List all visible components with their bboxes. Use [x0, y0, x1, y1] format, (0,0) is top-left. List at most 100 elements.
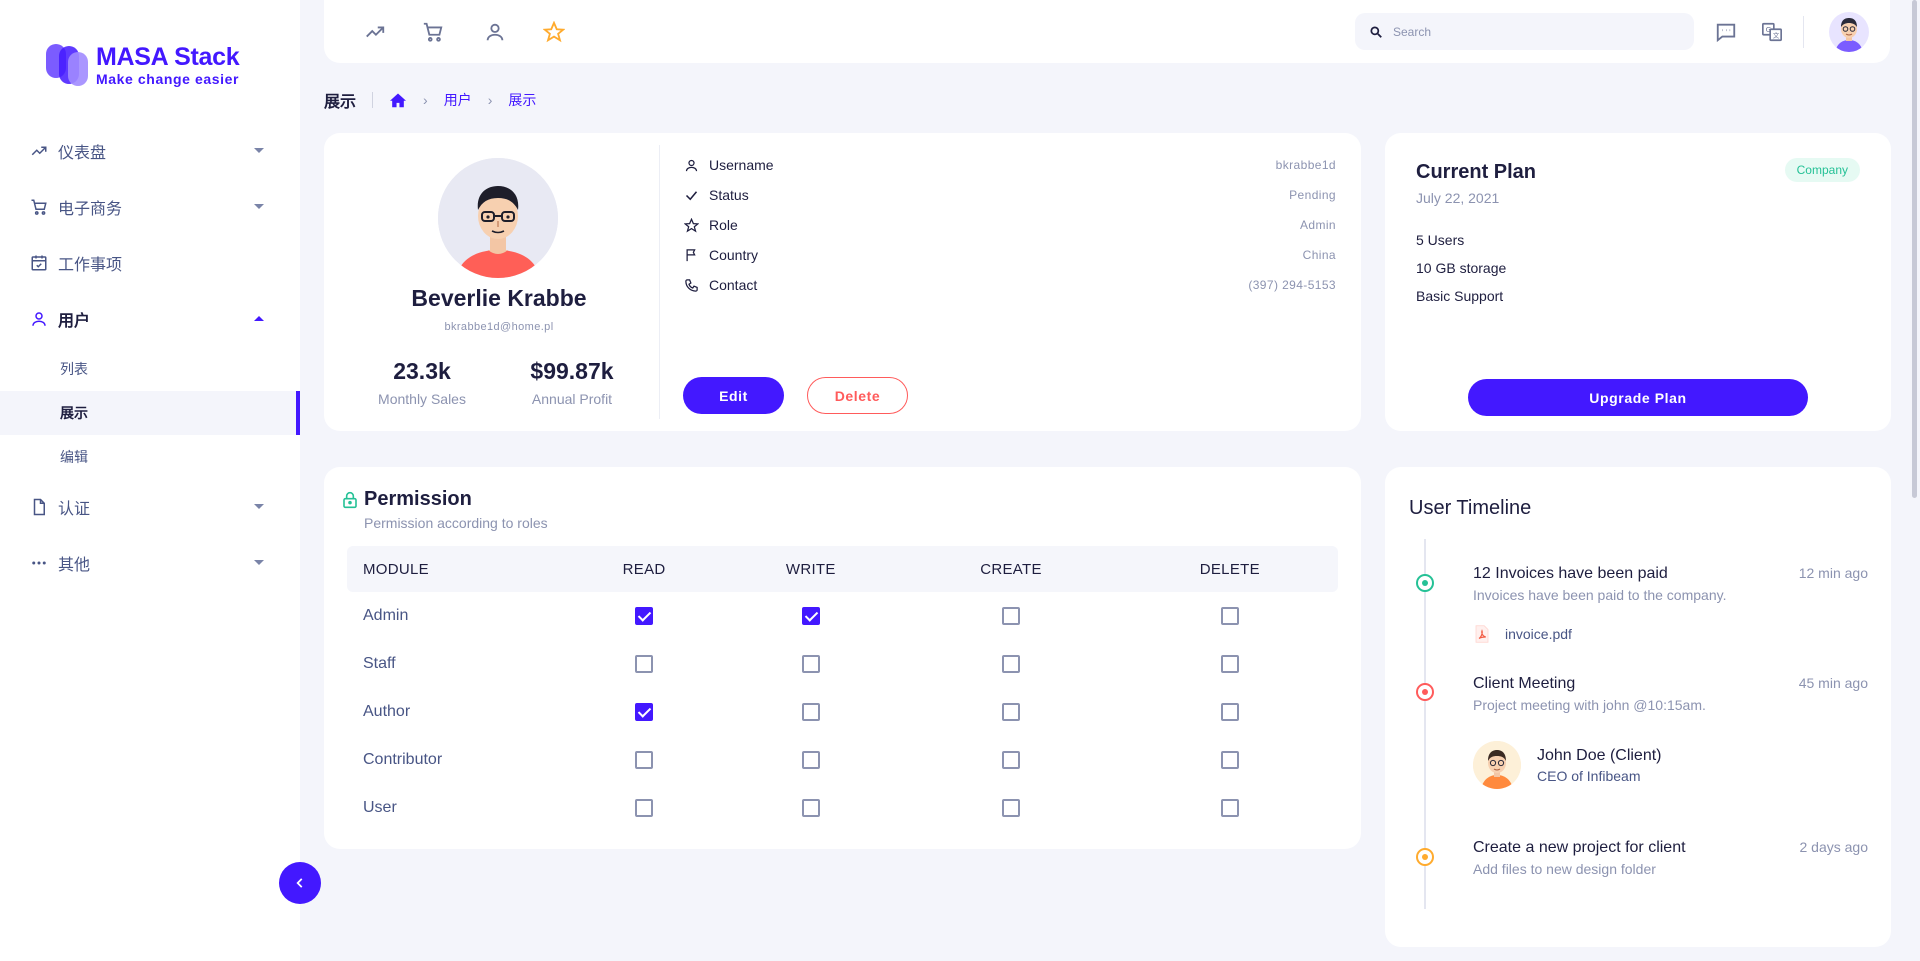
breadcrumb-item-current[interactable]: 展示: [508, 92, 537, 108]
page-title: 展示: [324, 94, 357, 111]
search-icon: [1370, 25, 1382, 38]
sidebar-subitem-list[interactable]: 列表: [60, 361, 88, 377]
permission-create-checkbox[interactable]: [1002, 798, 1020, 817]
sidebar-item-label: 电子商务: [58, 201, 123, 218]
sidebar-subitem-view[interactable]: 展示: [0, 391, 300, 435]
sidebar-item-auth[interactable]: 认证: [0, 479, 300, 535]
permission-cell: [721, 640, 900, 688]
profile-avatar-image: [438, 158, 558, 278]
permission-create-checkbox[interactable]: [1002, 702, 1020, 721]
permission-cell: [567, 736, 721, 784]
client-card: John Doe (Client) CEO of Infibeam: [1473, 741, 1662, 789]
caret-down-icon: [254, 148, 264, 153]
masa-logo-icon: [46, 44, 88, 86]
sidebar-item-label: 其他: [58, 557, 91, 574]
sidebar-collapse-button[interactable]: [279, 862, 321, 904]
permission-cell: [721, 688, 900, 736]
client-role: CEO of Infibeam: [1537, 767, 1641, 784]
attachment-name: invoice.pdf: [1505, 626, 1572, 642]
detail-label: Role: [709, 217, 738, 233]
permission-delete-checkbox[interactable]: [1220, 606, 1239, 625]
cart-icon[interactable]: [422, 21, 444, 43]
timeline-event-subtitle: Invoices have been paid to the company.: [1473, 587, 1727, 603]
sidebar-item-others[interactable]: 其他: [0, 535, 300, 591]
permission-cell: [1122, 640, 1338, 688]
permission-write-checkbox[interactable]: [801, 750, 820, 769]
calendar-check-icon: [31, 255, 47, 271]
caret-down-icon: [254, 204, 264, 209]
permission-delete-checkbox[interactable]: [1220, 750, 1239, 769]
sidebar-subitem-edit[interactable]: 编辑: [60, 449, 88, 465]
edit-button[interactable]: Edit: [683, 377, 784, 414]
attachment-link[interactable]: invoice.pdf: [1473, 624, 1572, 644]
stat-monthly-sales: 23.3k Monthly Sales: [352, 358, 492, 407]
permission-cell: [1122, 592, 1338, 640]
caret-down-icon: [254, 560, 264, 565]
sidebar-item-tasks[interactable]: 工作事项: [0, 235, 300, 291]
phone-icon: [685, 278, 698, 292]
chevron-right-icon: ›: [423, 92, 428, 108]
permission-create-checkbox[interactable]: [1002, 654, 1020, 673]
trending-up-icon: [31, 146, 47, 156]
page-scrollbar[interactable]: [1912, 0, 1917, 498]
search-input[interactable]: [1393, 24, 1673, 39]
sidebar-item-label: 用户: [58, 313, 91, 330]
sidebar-item-users[interactable]: 用户: [0, 291, 300, 347]
upgrade-plan-button[interactable]: Upgrade Plan: [1468, 379, 1808, 416]
star-icon[interactable]: [543, 21, 565, 43]
permission-delete-checkbox[interactable]: [1220, 702, 1239, 721]
profile-name: Beverlie Krabbe: [411, 285, 587, 311]
user-icon: [685, 159, 698, 171]
permission-read-checkbox[interactable]: [635, 702, 654, 721]
trending-up-icon[interactable]: [364, 21, 386, 43]
permission-cell: [567, 688, 721, 736]
permission-cell: [900, 784, 1121, 832]
topbar-divider: [1803, 16, 1804, 48]
timeline-dot: [1416, 683, 1434, 701]
permission-cell: [900, 640, 1121, 688]
module-name: Author: [363, 703, 411, 720]
timeline-event-time: 2 days ago: [1799, 839, 1869, 855]
breadcrumb-item-users[interactable]: 用户: [443, 92, 472, 108]
profile-divider: [659, 145, 660, 419]
detail-status: Status Pending: [684, 185, 1336, 205]
user-icon[interactable]: [484, 21, 506, 43]
translate-icon[interactable]: G文: [1761, 21, 1783, 43]
permission-delete-checkbox[interactable]: [1220, 654, 1239, 673]
message-icon[interactable]: [1715, 21, 1737, 43]
caret-up-icon: [254, 316, 264, 321]
plan-feature: 5 Users: [1416, 232, 1465, 248]
permission-write-checkbox[interactable]: [801, 654, 820, 673]
permission-read-checkbox[interactable]: [635, 798, 654, 817]
timeline-event-time: 12 min ago: [1798, 565, 1868, 581]
chevron-right-icon: ›: [487, 92, 493, 108]
permission-create-checkbox[interactable]: [1002, 750, 1020, 769]
permission-create-checkbox[interactable]: [1002, 606, 1020, 625]
permission-write-checkbox[interactable]: [801, 606, 820, 625]
sidebar-item-dashboard[interactable]: 仪表盘: [0, 123, 300, 179]
delete-button[interactable]: Delete: [807, 377, 908, 414]
brand-logo[interactable]: MASA Stack Make change easier: [46, 44, 240, 86]
sidebar-item-label: 认证: [58, 501, 91, 518]
permission-cell: [567, 784, 721, 832]
module-name: User: [363, 799, 397, 816]
search-box[interactable]: [1355, 13, 1694, 50]
permission-write-checkbox[interactable]: [801, 798, 820, 817]
permission-write-checkbox[interactable]: [801, 702, 820, 721]
plan-badge: Company: [1784, 158, 1860, 182]
permission-read-checkbox[interactable]: [635, 606, 654, 625]
permission-delete-checkbox[interactable]: [1220, 798, 1239, 817]
user-avatar[interactable]: [1829, 12, 1869, 52]
sidebar-item-ecommerce[interactable]: 电子商务: [0, 179, 300, 235]
permission-read-checkbox[interactable]: [635, 750, 654, 769]
table-row: Admin: [347, 592, 1338, 640]
detail-value: Pending: [1289, 188, 1336, 202]
svg-text:G: G: [1766, 25, 1772, 34]
module-name: Staff: [363, 655, 396, 672]
home-icon[interactable]: [389, 92, 407, 108]
permission-read-checkbox[interactable]: [635, 654, 654, 673]
chevron-left-icon: [296, 878, 303, 888]
column-header: MODULE: [347, 546, 567, 592]
permission-cell: [1122, 688, 1338, 736]
stat-annual-profit: $99.87k Annual Profit: [502, 358, 642, 407]
